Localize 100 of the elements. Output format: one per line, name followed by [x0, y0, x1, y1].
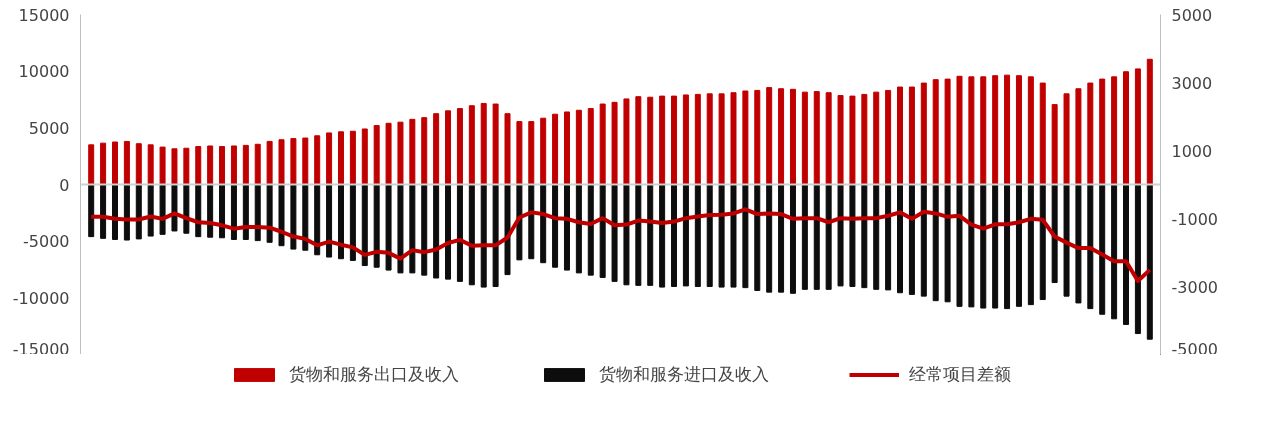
- bar: [778, 88, 785, 185]
- bar: [1111, 184, 1118, 320]
- bar: [718, 184, 725, 288]
- bar: [1146, 58, 1153, 185]
- bar: [540, 184, 547, 264]
- bar: [1039, 184, 1046, 301]
- bar: [801, 91, 808, 185]
- bar: [1087, 82, 1094, 185]
- bar: [242, 144, 249, 185]
- bar: [825, 184, 832, 290]
- bar: [789, 88, 796, 185]
- bar: [980, 76, 987, 185]
- bar: [956, 184, 963, 307]
- bar: [647, 96, 654, 185]
- bar: [456, 184, 463, 282]
- bar: [278, 184, 285, 247]
- bar: [278, 139, 285, 185]
- bar: [908, 184, 915, 295]
- bar: [516, 184, 523, 261]
- line-series: [89, 207, 1152, 284]
- bar: [540, 117, 547, 185]
- bar: [528, 121, 535, 185]
- bar: [873, 184, 880, 290]
- bar: [337, 131, 344, 185]
- bar: [801, 184, 808, 290]
- bar: [397, 121, 404, 185]
- y2-tick-label: 3000: [1171, 73, 1213, 93]
- bar: [254, 184, 261, 242]
- bar: [980, 184, 987, 309]
- bar: [492, 184, 499, 287]
- bar: [1134, 68, 1141, 185]
- bar: [944, 184, 951, 303]
- bar: [349, 130, 356, 185]
- bar: [623, 184, 630, 286]
- bar: [1075, 184, 1082, 304]
- bar: [730, 184, 737, 288]
- bar: [682, 184, 689, 287]
- legend-label: 经常项目差额: [909, 362, 1011, 386]
- bar: [920, 184, 927, 297]
- bar: [813, 91, 820, 185]
- bar: [159, 146, 166, 185]
- bar: [861, 93, 868, 185]
- bar: [528, 184, 535, 260]
- bar: [575, 109, 582, 185]
- bar: [766, 184, 773, 293]
- legend-label: 货物和服务出口及收入: [289, 362, 459, 386]
- y2-tick-label: -3000: [1171, 277, 1218, 297]
- y-tick-label: -15000: [12, 339, 70, 359]
- bar: [468, 184, 475, 286]
- bar: [112, 184, 118, 240]
- y-tick-label: 5000: [28, 118, 70, 138]
- bar: [361, 128, 368, 185]
- bar: [1027, 76, 1034, 185]
- y-tick-label: 10000: [18, 62, 70, 82]
- bar: [1039, 82, 1046, 185]
- bar: [266, 140, 273, 185]
- bar: [1123, 71, 1129, 185]
- bar: [599, 103, 606, 185]
- bar: [1146, 184, 1153, 340]
- bar: [778, 184, 785, 293]
- bar: [171, 148, 178, 185]
- bar: [789, 184, 796, 294]
- bar: [516, 121, 523, 185]
- bar: [1111, 76, 1118, 185]
- y-tick-label: 15000: [18, 5, 70, 25]
- bar: [754, 184, 761, 291]
- bar: [706, 184, 713, 287]
- bar: [1004, 74, 1011, 185]
- bar: [659, 95, 666, 185]
- y2-tick-label: 1000: [1171, 141, 1213, 161]
- bar: [302, 184, 309, 251]
- bar: [587, 108, 594, 185]
- bar: [456, 108, 463, 185]
- y2-tick-label: 5000: [1171, 5, 1213, 25]
- bar: [837, 95, 844, 185]
- bar: [100, 142, 107, 185]
- bar: [932, 184, 939, 302]
- bar: [968, 184, 975, 308]
- bar: [385, 184, 392, 271]
- bar: [1004, 184, 1011, 310]
- bar: [825, 92, 832, 185]
- bar: [135, 143, 142, 185]
- bar: [647, 184, 654, 286]
- bar: [563, 184, 570, 271]
- bar: [885, 184, 892, 291]
- bar: [421, 184, 428, 276]
- bar: [1099, 78, 1106, 185]
- bar: [314, 184, 321, 256]
- bar: [908, 86, 915, 185]
- bar: [314, 135, 321, 185]
- bar: [373, 125, 380, 185]
- y-tick-label: 0: [59, 175, 70, 195]
- bar: [409, 184, 416, 274]
- bar: [611, 101, 618, 185]
- bar: [920, 82, 927, 185]
- bar: [433, 184, 440, 279]
- bar: [112, 141, 118, 185]
- bar: [445, 110, 452, 185]
- bar: [480, 184, 487, 288]
- bar: [135, 184, 142, 240]
